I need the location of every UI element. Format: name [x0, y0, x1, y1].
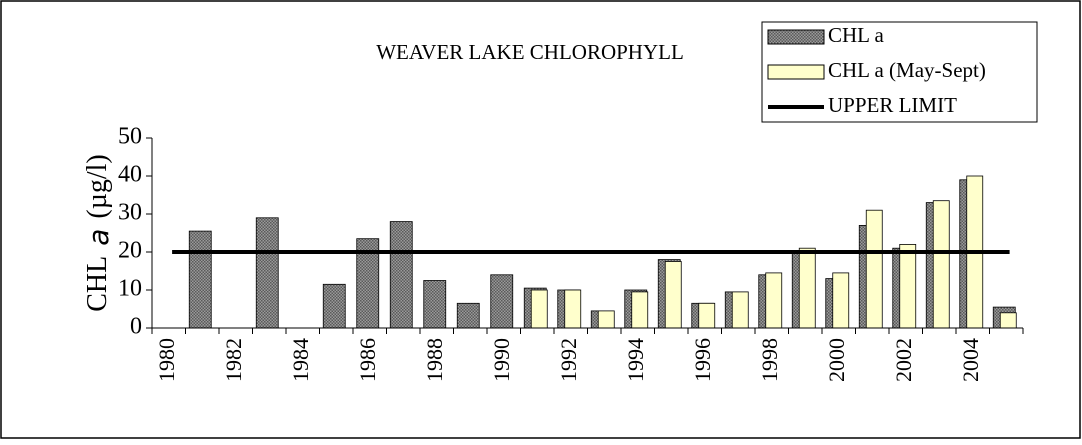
bar — [899, 243, 917, 329]
y-axis-label: CHLa(µg/l) — [82, 154, 115, 312]
x-tick-label: 1980 — [154, 338, 179, 382]
bar — [530, 289, 548, 329]
bar — [731, 291, 749, 329]
bar — [255, 217, 279, 329]
legend-label: CHL a — [828, 23, 884, 47]
bar — [832, 272, 850, 329]
bar — [322, 283, 346, 329]
x-tick-label: 1988 — [422, 338, 447, 382]
bar — [932, 200, 950, 329]
y-tick-label: 10 — [118, 276, 142, 302]
bar — [865, 209, 883, 329]
y-tick-label: 50 — [118, 124, 142, 150]
y-tick-label: 20 — [118, 238, 142, 264]
bar — [597, 310, 615, 329]
x-tick-label: 1984 — [288, 338, 313, 382]
x-tick-label: 2000 — [824, 338, 849, 382]
y-tick-label: 30 — [118, 200, 142, 226]
bar — [698, 302, 716, 329]
bar — [798, 247, 816, 329]
x-tick-label: 1996 — [690, 338, 715, 382]
x-tick-label: 1992 — [556, 338, 581, 382]
bar — [188, 230, 212, 329]
y-tick-label: 40 — [118, 162, 142, 188]
bar — [389, 221, 413, 329]
chart-title: WEAVER LAKE CHLOROPHYLL — [376, 40, 684, 64]
x-tick-label: 1990 — [489, 338, 514, 382]
bar — [423, 280, 447, 329]
bar — [999, 312, 1017, 329]
x-tick-label: 2002 — [891, 338, 916, 382]
legend-swatch — [767, 29, 825, 45]
bar — [564, 289, 582, 329]
bar — [631, 291, 649, 329]
x-tick-label: 1998 — [757, 338, 782, 382]
x-tick-label: 1982 — [221, 338, 246, 382]
x-tick-label: 2004 — [958, 338, 983, 382]
legend-label: UPPER LIMIT — [828, 93, 957, 117]
y-tick-label: 0 — [130, 314, 142, 340]
bar — [765, 272, 783, 329]
x-tick-label: 1986 — [355, 338, 380, 382]
bar — [490, 274, 514, 329]
legend-label: CHL a (May-Sept) — [828, 58, 986, 82]
legend-swatch — [767, 64, 825, 80]
bar — [664, 261, 682, 329]
x-tick-label: 1994 — [623, 338, 648, 382]
bar — [456, 302, 480, 329]
